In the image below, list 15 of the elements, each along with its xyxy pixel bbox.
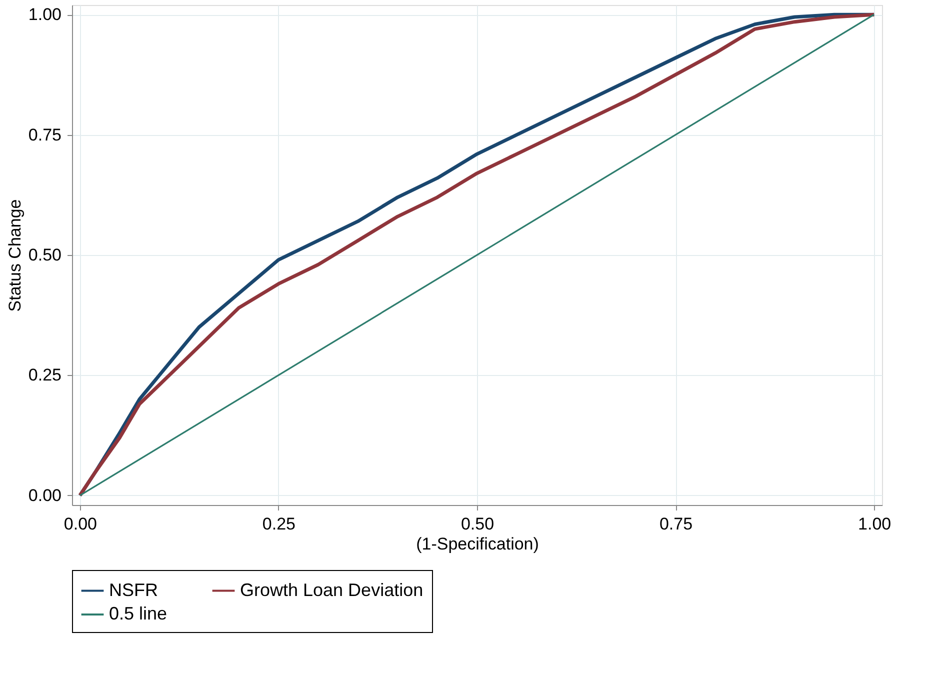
legend-label: NSFR	[109, 580, 158, 600]
y-tick-label: 1.00	[28, 5, 62, 24]
legend-label: 0.5 line	[109, 604, 168, 624]
x-tick-label: 1.00	[858, 514, 892, 534]
legend-label: Growth Loan Deviation	[240, 580, 424, 600]
y-tick-label: 0.25	[28, 366, 62, 385]
x-axis-title: (1-Specification)	[416, 534, 539, 554]
y-tick-label: 0.75	[28, 125, 62, 144]
y-axis-title: Status Change	[5, 199, 24, 312]
x-tick-label: 0.75	[659, 514, 693, 534]
x-tick-label: 0.25	[262, 514, 296, 534]
y-tick-label: 0.00	[28, 486, 62, 505]
y-tick-label: 0.50	[28, 246, 62, 264]
x-tick-label: 0.00	[64, 514, 97, 534]
x-tick-label: 0.50	[460, 514, 494, 534]
